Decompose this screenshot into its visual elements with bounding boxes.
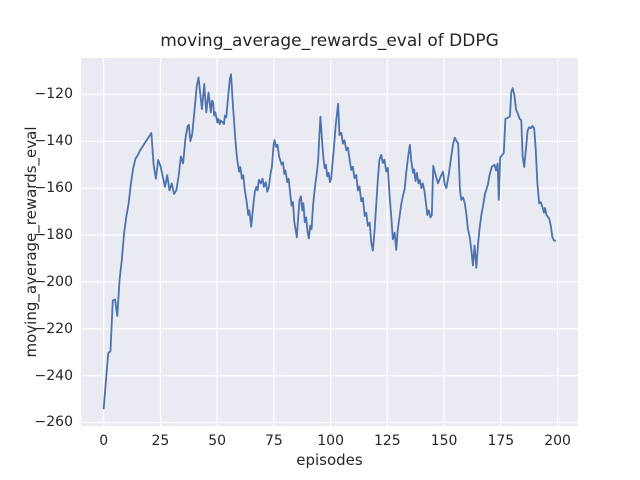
x-tick-label: 175 bbox=[487, 433, 515, 449]
x-tick-label: 50 bbox=[208, 433, 227, 449]
y-tick-label: −180 bbox=[34, 226, 73, 243]
x-tick-label: 0 bbox=[99, 433, 109, 449]
y-tick-label: −200 bbox=[34, 273, 73, 290]
y-tick-label: −220 bbox=[34, 320, 73, 337]
x-tick-label: 200 bbox=[544, 433, 571, 449]
y-tick-label: −120 bbox=[34, 86, 73, 103]
x-axis-label: episodes bbox=[296, 451, 363, 469]
y-tick-label: −140 bbox=[34, 133, 73, 150]
y-tick-label: −240 bbox=[34, 367, 73, 384]
x-tick-label: 25 bbox=[151, 433, 170, 449]
plot-area bbox=[81, 58, 578, 426]
line-chart-svg bbox=[81, 58, 578, 426]
chart-title: moving_average_rewards_eval of DDPG bbox=[160, 31, 499, 51]
x-tick-label: 100 bbox=[317, 433, 344, 449]
x-tick-label: 75 bbox=[264, 433, 283, 449]
y-tick-label: −260 bbox=[34, 414, 73, 431]
y-tick-label: −160 bbox=[34, 180, 73, 197]
x-tick-label: 150 bbox=[430, 433, 458, 449]
x-tick-label: 125 bbox=[373, 433, 401, 449]
data-line-moving_average_rewards_eval bbox=[102, 73, 557, 410]
